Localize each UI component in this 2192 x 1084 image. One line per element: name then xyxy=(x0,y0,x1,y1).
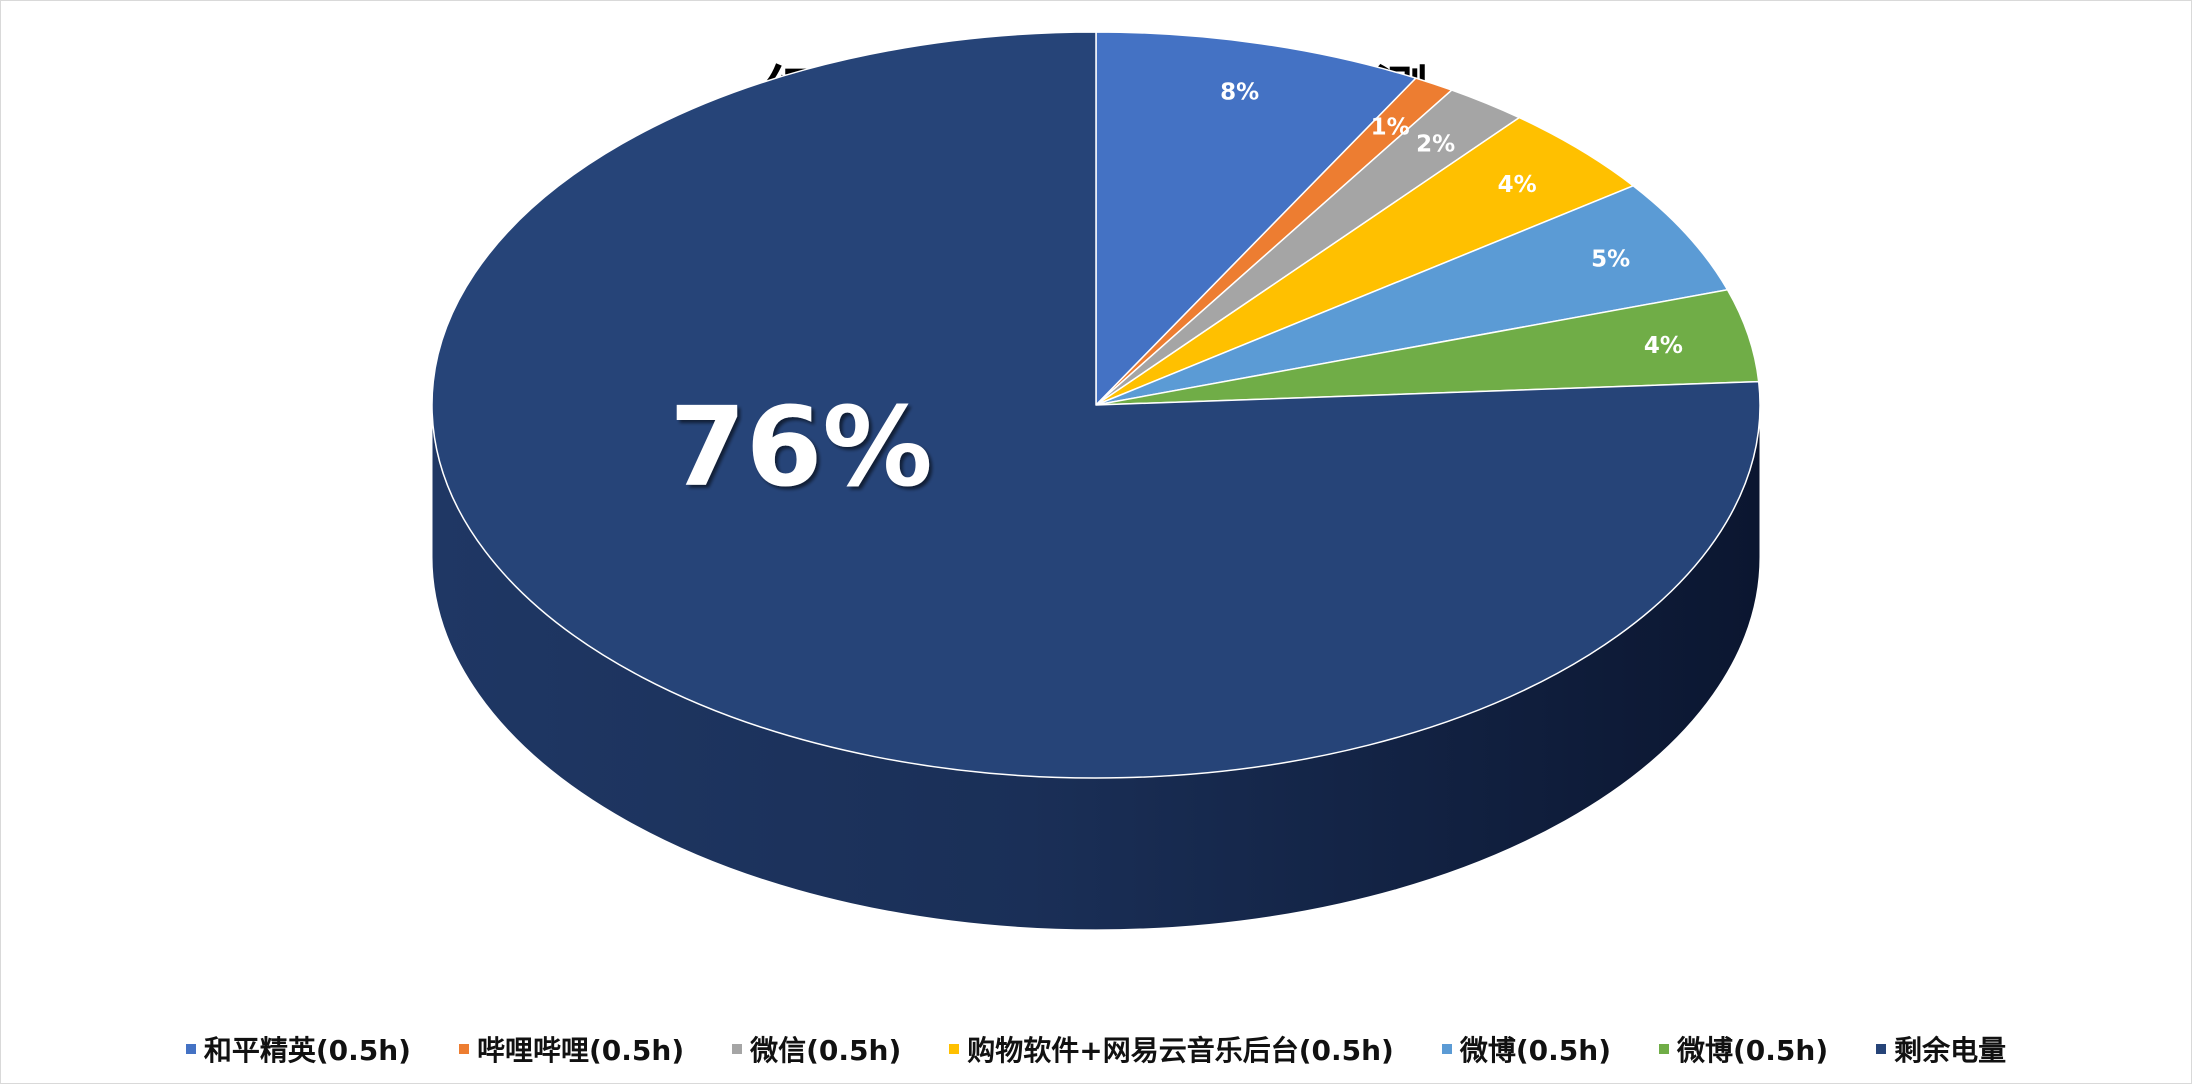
legend-item-6: 微博(0.5h) xyxy=(1659,1029,1828,1069)
legend-label: 剩余电量 xyxy=(1894,1034,2007,1067)
legend-swatch xyxy=(458,1044,469,1054)
legend-item-5: 微博(0.5h) xyxy=(1441,1029,1611,1069)
legend-swatch xyxy=(1659,1044,1669,1054)
legend-label: 微博(0.5h) xyxy=(1459,1034,1611,1067)
data-label-3: 2% xyxy=(1416,132,1455,158)
legend-item-7: 剩余电量 xyxy=(1876,1029,2006,1069)
legend-label: 哔哩哔哩(0.5h) xyxy=(476,1034,685,1067)
chart-legend: 和平精英(0.5h) 哔哩哔哩(0.5h) 微信(0.5h) 购物软件+网易云音乐后台… xyxy=(1,1029,2191,1069)
legend-swatch xyxy=(1876,1044,1887,1054)
data-label-4: 4% xyxy=(1498,172,1537,198)
slice-5 xyxy=(1095,185,1729,406)
legend-item-4: 购物软件+网易云音乐后台(0.5h) xyxy=(949,1029,1394,1069)
slice-7 xyxy=(431,31,1761,779)
legend-swatch xyxy=(949,1044,960,1054)
legend-label: 购物软件+网易云音乐后台(0.5h) xyxy=(967,1034,1394,1067)
legend-swatch xyxy=(185,1044,196,1054)
legend-item-2: 哔哩哔哩(0.5h) xyxy=(458,1029,685,1069)
legend-item-3: 微信(0.5h) xyxy=(732,1029,901,1069)
legend-label: 和平精英(0.5h) xyxy=(203,1034,411,1067)
slice-1 xyxy=(1095,31,1417,406)
data-label-2: 1% xyxy=(1371,115,1410,141)
legend-swatch xyxy=(732,1044,743,1054)
data-label-7: 76% xyxy=(669,383,932,511)
legend-label: 微博(0.5h) xyxy=(1677,1034,1829,1067)
legend-swatch xyxy=(1441,1044,1452,1054)
data-label-6: 4% xyxy=(1644,333,1683,359)
data-label-5: 5% xyxy=(1591,247,1630,273)
legend-label: 微信(0.5h) xyxy=(750,1034,902,1067)
data-label-1: 8% xyxy=(1220,80,1259,106)
legend-item-1: 和平精英(0.5h) xyxy=(185,1029,411,1069)
